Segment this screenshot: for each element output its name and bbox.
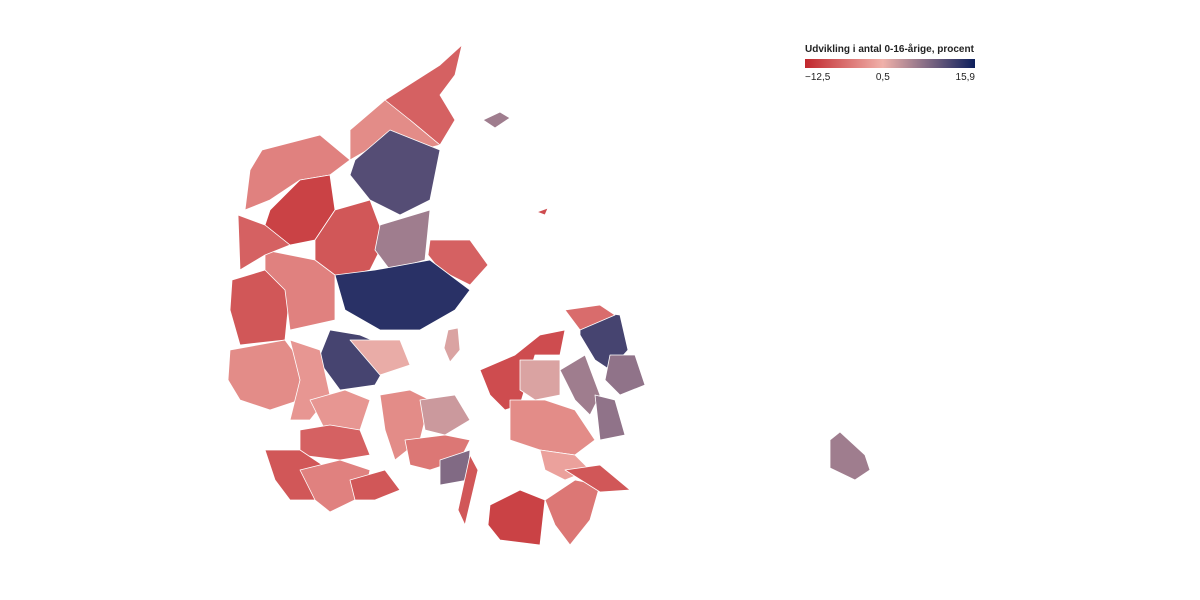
municipality: [519, 359, 561, 401]
municipality: [487, 489, 546, 546]
legend-tick-label: −12,5: [805, 72, 831, 83]
municipality: [544, 479, 601, 546]
municipality: [419, 394, 471, 436]
municipality: [264, 249, 336, 331]
municipality: [564, 464, 631, 493]
regions: [227, 44, 871, 546]
municipality: [227, 339, 301, 411]
municipality: [349, 129, 441, 216]
municipality: [564, 304, 616, 331]
municipality: [594, 394, 626, 441]
municipality: [237, 214, 291, 271]
legend-tick-label: 0,5: [876, 72, 890, 83]
municipality: [536, 207, 549, 216]
municipality: [374, 209, 431, 271]
municipality: [829, 431, 871, 481]
municipality: [443, 327, 461, 363]
municipality: [299, 424, 371, 461]
municipality: [509, 399, 596, 456]
municipality: [604, 354, 646, 396]
legend-bar: [805, 59, 975, 68]
legend-tick-label: 15,9: [956, 72, 976, 83]
municipality: [457, 454, 479, 526]
municipality: [309, 389, 371, 431]
municipality: [427, 239, 489, 286]
municipality: [482, 111, 511, 129]
legend-title: Udvikling i antal 0-16-årige, procent: [805, 43, 975, 55]
municipality: [349, 469, 401, 501]
municipality: [349, 339, 411, 376]
municipality: [334, 259, 471, 331]
municipality: [559, 354, 601, 416]
